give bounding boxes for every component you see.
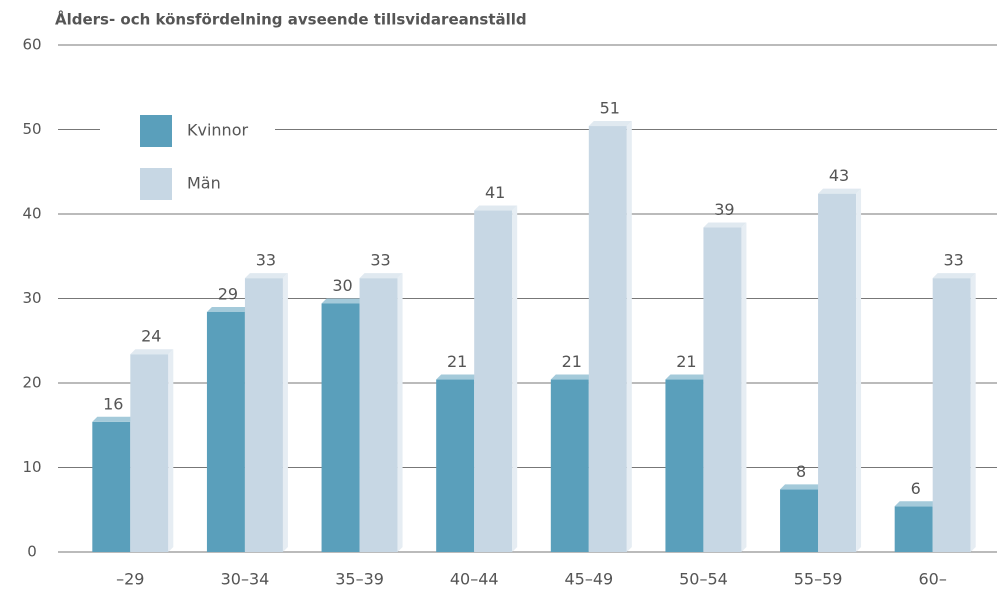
bar-side [856, 188, 862, 552]
x-tick-label: 55–59 [794, 570, 843, 589]
bar-top [474, 205, 518, 211]
data-label: 21 [447, 352, 467, 371]
bar-top [244, 273, 288, 279]
bar-top [894, 501, 938, 507]
data-label: 21 [562, 352, 582, 371]
y-tick-label: 10 [22, 458, 41, 476]
legend-swatch [140, 115, 172, 147]
data-label: 24 [141, 327, 161, 346]
bar-front [244, 278, 283, 552]
bar-top [206, 306, 250, 312]
bar-side [168, 349, 174, 552]
x-tick-label: 40–44 [450, 570, 499, 589]
bar-top [359, 273, 403, 279]
x-tick-label: 60– [919, 570, 947, 589]
bar-side [282, 273, 288, 552]
bar-front [932, 278, 971, 552]
y-tick-label: 20 [22, 374, 41, 392]
y-tick-label: 50 [22, 120, 41, 138]
data-label: 29 [218, 284, 238, 303]
bar-top [780, 484, 824, 490]
y-tick-label: 60 [22, 36, 41, 54]
data-label: 51 [600, 99, 620, 118]
bar-side [626, 121, 632, 553]
bar-front [550, 379, 589, 552]
x-tick-label: 45–49 [564, 570, 613, 589]
bar-front [206, 311, 245, 552]
bar-top [588, 121, 632, 127]
bar-top [703, 222, 747, 228]
bar-top [550, 374, 594, 380]
bar-front [703, 227, 742, 552]
bar-top [665, 374, 709, 380]
data-label: 33 [370, 251, 390, 270]
data-label: 43 [829, 166, 849, 185]
bar-top [92, 416, 136, 422]
bar-top [130, 349, 174, 355]
bar-front [321, 303, 360, 552]
bar-top [436, 374, 480, 380]
data-label: 8 [796, 462, 806, 481]
bar-front [665, 379, 704, 552]
data-label: 30 [332, 276, 352, 295]
legend-background [100, 106, 275, 211]
data-label: 33 [256, 251, 276, 270]
bar-front [780, 489, 819, 552]
bar-front [436, 379, 475, 552]
data-label: 16 [103, 394, 123, 413]
x-tick-label: 35–39 [335, 570, 384, 589]
y-tick-label: 0 [27, 543, 37, 561]
bar-top [932, 273, 976, 279]
bar-side [741, 222, 747, 552]
bar-front [818, 193, 857, 552]
bar-front [130, 354, 169, 552]
legend-label: Män [187, 174, 221, 193]
bar-front [359, 278, 398, 552]
y-tick-label: 30 [22, 289, 41, 307]
x-tick-label: 30–34 [221, 570, 270, 589]
data-label: 21 [676, 352, 696, 371]
x-tick-label: 50–54 [679, 570, 728, 589]
chart-title: Ålders- och könsfördelning avseende till… [55, 10, 527, 29]
bar-top [818, 188, 862, 194]
bar-front [474, 210, 513, 553]
data-label: 39 [714, 200, 734, 219]
y-tick-label: 40 [22, 205, 41, 223]
bar-side [397, 273, 403, 552]
data-label: 6 [911, 479, 921, 498]
x-tick-label: –29 [116, 570, 144, 589]
legend-swatch [140, 168, 172, 200]
data-label: 41 [485, 183, 505, 202]
data-label: 33 [944, 251, 964, 270]
bar-front [92, 421, 131, 552]
bar-top [321, 298, 365, 304]
legend-label: Kvinnor [187, 121, 248, 140]
bar-front [588, 126, 627, 553]
bar-side [512, 205, 518, 553]
bar-front [894, 506, 933, 552]
bar-side [970, 273, 976, 552]
